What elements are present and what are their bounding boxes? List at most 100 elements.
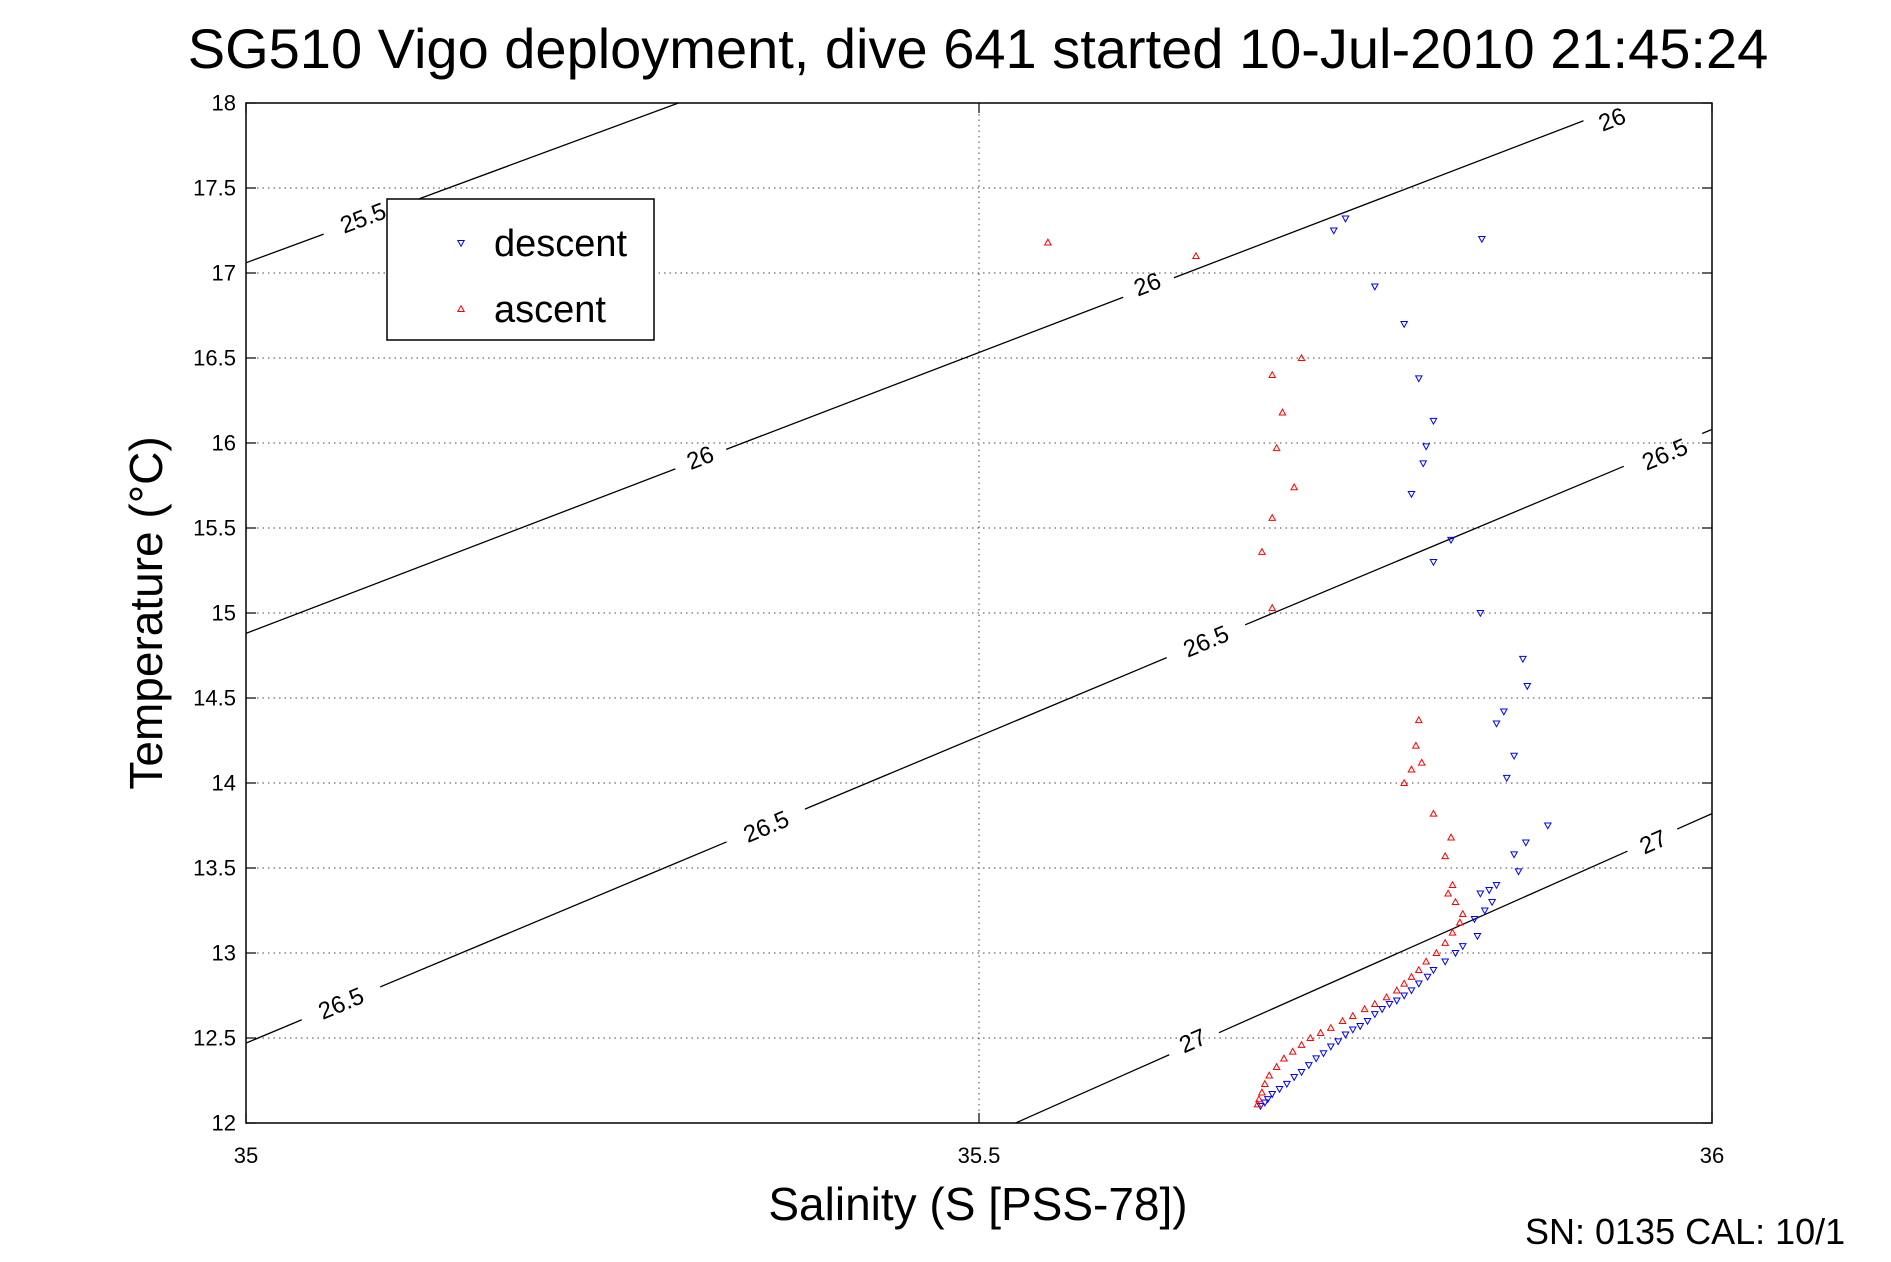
y-tick-label: 15.5 (193, 516, 236, 541)
ascent-point (1290, 482, 1299, 491)
ascent-point (1268, 370, 1277, 379)
ascent-point (1191, 251, 1201, 260)
ascent-point (1272, 1062, 1281, 1070)
descent-point (1523, 683, 1532, 691)
contour-line (403, 102, 679, 206)
ascent-point (1444, 889, 1453, 897)
ascent-point (1414, 965, 1423, 974)
descent-point (1263, 1096, 1272, 1104)
ascent-point (1260, 1079, 1269, 1087)
contour-line (245, 468, 676, 635)
x-axis-label: Salinity (S [PSS-78]) (768, 1178, 1187, 1230)
descent-point (1304, 1062, 1313, 1070)
ascent-point (1400, 778, 1409, 787)
contour-label: 26.5 (315, 983, 369, 1026)
ascent-point (1257, 547, 1266, 555)
contour-label: 25.5 (337, 198, 390, 240)
contour-label: 26.5 (740, 806, 794, 849)
ascent-point (1370, 999, 1379, 1008)
y-tick-label: 16.5 (193, 346, 236, 371)
legend: descent ascent (386, 198, 655, 341)
descent-point (1447, 536, 1456, 545)
grid-lines (246, 103, 1712, 1123)
descent-point (1348, 1026, 1357, 1034)
ascent-legend-marker (456, 304, 466, 313)
ascent-point (1382, 992, 1391, 1001)
descent-point (1275, 1085, 1284, 1094)
ascent-point (1414, 715, 1423, 724)
descent-point (1476, 890, 1485, 898)
legend-marker-ascent (456, 304, 466, 313)
data-points (1043, 215, 1552, 1111)
descent-point (1543, 822, 1552, 830)
descent-point (1260, 1099, 1269, 1107)
y-tick-label: 16 (212, 431, 236, 456)
contour-label: 26.5 (1179, 620, 1233, 663)
contour-line (1173, 120, 1584, 279)
contour-line (1701, 428, 1713, 435)
descent-point (1356, 1023, 1365, 1031)
descent-point (1441, 958, 1450, 966)
footer-serial-cal: SN: 0135 CAL: 10/1 (1525, 1211, 1845, 1252)
x-tick-label: 36 (1700, 1143, 1724, 1168)
ascent-point (1360, 1004, 1369, 1013)
descent-point (1326, 1043, 1335, 1051)
descent-legend-marker (456, 239, 466, 248)
ascent-point (1407, 765, 1416, 773)
contour-label: 26 (1595, 103, 1630, 138)
descent-point (1451, 949, 1460, 958)
y-tick-label: 17 (212, 261, 236, 286)
contour-label: 26.5 (1638, 433, 1692, 476)
y-tick-label: 14 (212, 771, 236, 796)
descent-point (1510, 752, 1519, 761)
contour-line (1218, 850, 1628, 1034)
descent-point (1480, 907, 1489, 915)
ascent-point (1451, 897, 1460, 906)
descent-point (1297, 1068, 1306, 1077)
ascent-point (1448, 928, 1457, 936)
ascent-point (1326, 1023, 1335, 1031)
ascent-point (1279, 1054, 1288, 1062)
ascent-point (1458, 909, 1467, 917)
descent-point (1521, 839, 1530, 847)
ascent-point (1265, 1071, 1274, 1079)
descent-point (1341, 1031, 1350, 1039)
descent-point (1502, 774, 1511, 783)
descent-point (1282, 1080, 1291, 1089)
descent-point (1492, 881, 1501, 890)
y-tick-label: 12.5 (193, 1026, 236, 1051)
descent-point (1334, 1038, 1343, 1046)
descent-point (1476, 609, 1485, 618)
ascent-point (1448, 880, 1457, 889)
descent-point (1492, 720, 1501, 728)
ascent-point (1268, 513, 1277, 521)
descent-point (1414, 980, 1423, 988)
y-tick-label: 13 (212, 941, 236, 966)
contour-label: 27 (1175, 1024, 1210, 1060)
descent-point (1407, 490, 1416, 499)
ascent-point (1432, 948, 1441, 957)
contour-line (725, 296, 1124, 450)
ascent-point (1455, 918, 1464, 926)
descent-point (1488, 898, 1497, 907)
contour-line (245, 1019, 303, 1044)
descent-point (1312, 1055, 1321, 1063)
axis-ticks: 35 35.5 36 12 12.5 13 13.5 14 14.5 15 15.5 16 16.5 17… (193, 91, 1724, 1169)
descent-point (1407, 987, 1416, 995)
descent-point (1290, 1074, 1299, 1082)
ascent-point (1043, 238, 1052, 246)
descent-point (1477, 235, 1486, 244)
ascent-point (1422, 957, 1431, 965)
descent-point (1400, 992, 1409, 1000)
descent-point (1423, 973, 1432, 982)
ascent-point (1297, 1040, 1306, 1048)
descent-point (1414, 375, 1423, 383)
y-tick-label: 15 (212, 601, 236, 626)
descent-point (1378, 1006, 1387, 1014)
descent-point (1485, 887, 1494, 895)
descent-point (1319, 1050, 1328, 1058)
descent-point (1400, 320, 1409, 329)
legend-label-ascent: ascent (494, 289, 606, 331)
y-tick-label: 13.5 (193, 856, 236, 881)
